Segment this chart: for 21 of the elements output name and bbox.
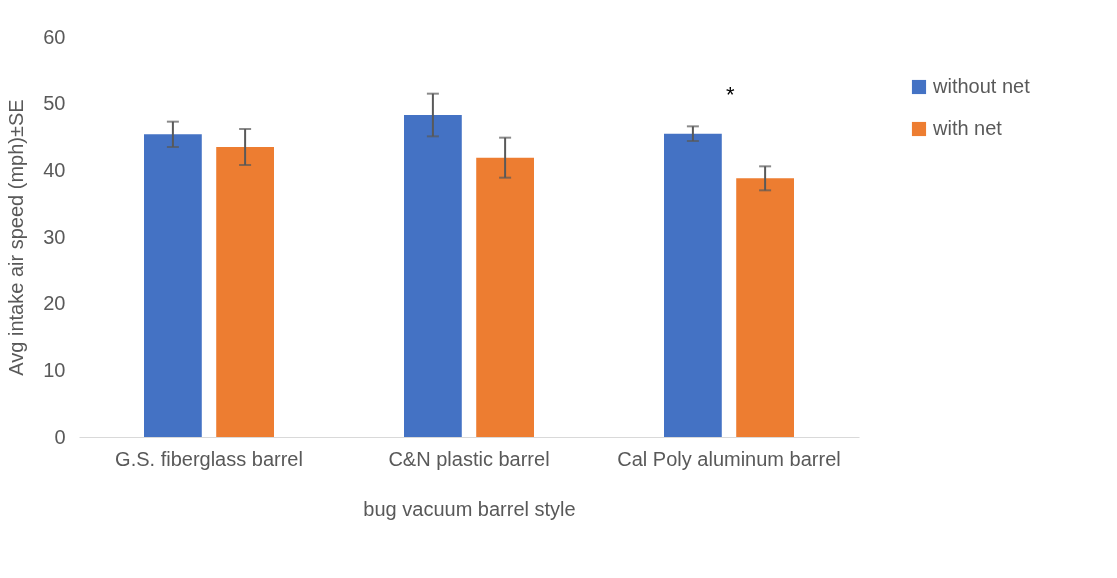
x-tick-label: Cal Poly aluminum barrel: [617, 447, 841, 470]
annotation: *: [726, 82, 736, 107]
y-tick-label: 40: [43, 158, 66, 181]
y-axis-title: Avg intake air speed (mph)±SE: [5, 99, 28, 376]
x-tick-label: G.S. fiberglass barrel: [115, 447, 303, 470]
bar: [216, 147, 274, 437]
x-axis-title: bug vacuum barrel style: [363, 497, 576, 520]
y-tick-label: 60: [43, 25, 66, 48]
legend-label: without net: [932, 75, 1031, 97]
y-tick-label: 50: [43, 92, 66, 115]
y-tick-label: 20: [43, 292, 66, 315]
bar: [736, 178, 794, 437]
bar: [404, 115, 462, 437]
x-tick-label: C&N plastic barrel: [388, 447, 550, 470]
y-tick-label: 30: [43, 225, 66, 248]
y-tick-label: 0: [54, 425, 66, 448]
y-tick-label: 10: [43, 358, 66, 381]
legend-label: with net: [932, 117, 1003, 139]
bar: [664, 133, 722, 437]
bar: [144, 134, 202, 437]
bar: [476, 157, 534, 437]
